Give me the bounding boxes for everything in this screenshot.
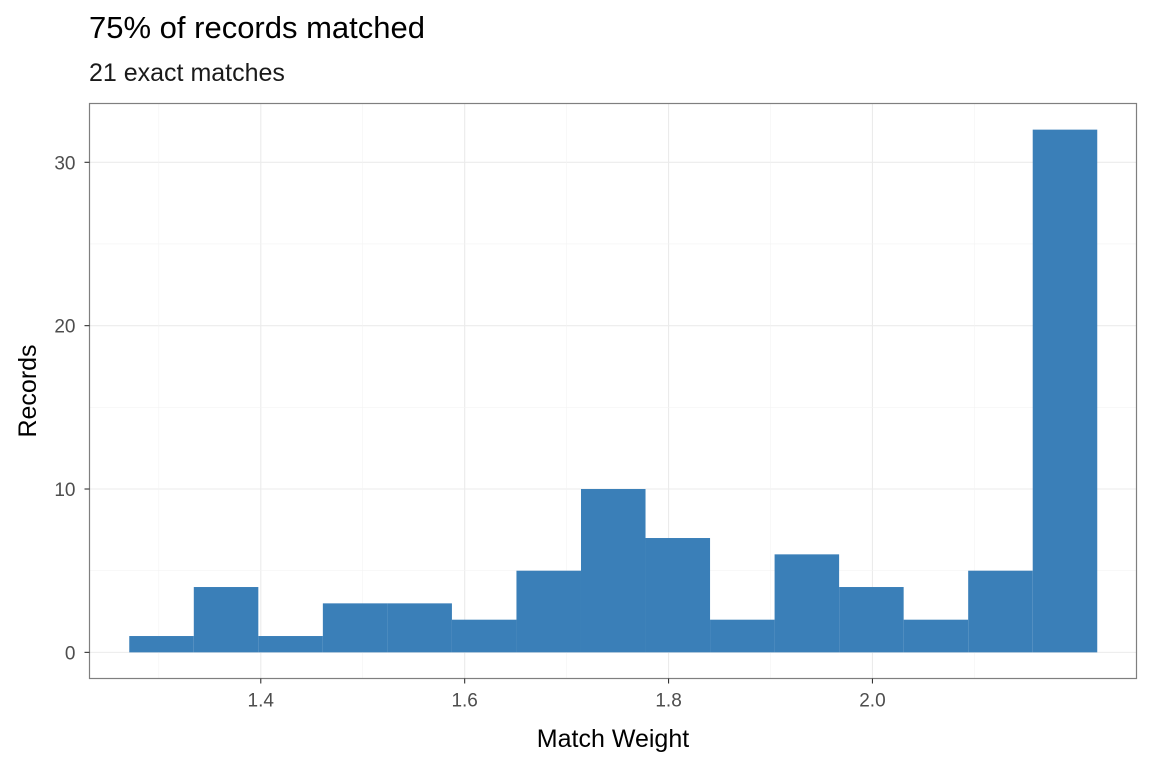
y-tick-label: 10 — [54, 480, 75, 501]
panel-border — [88, 102, 1138, 680]
grid — [89, 103, 1137, 679]
chart-subtitle: 21 exact matches — [89, 59, 285, 87]
histogram-bar — [968, 570, 1033, 653]
histogram-bar — [1032, 129, 1098, 653]
y-tick-label: 20 — [54, 317, 75, 338]
histogram-bar — [839, 587, 904, 653]
x-tick-label: 2.0 — [859, 691, 885, 712]
histogram-bar — [322, 603, 388, 653]
histogram-bar — [645, 538, 711, 653]
histogram-bar — [903, 619, 969, 653]
histogram-bar — [387, 603, 452, 653]
x-tick-label: 1.8 — [655, 691, 681, 712]
histogram-bar — [516, 570, 581, 653]
chart-title: 75% of records matched — [89, 10, 426, 45]
histogram-bar — [710, 619, 775, 653]
histogram-bar — [129, 636, 194, 653]
y-tick-label: 0 — [65, 643, 76, 664]
y-tick-label: 30 — [54, 153, 75, 174]
histogram-bar — [451, 619, 517, 653]
x-axis-title: Match Weight — [537, 725, 689, 753]
histogram-bar — [580, 489, 646, 653]
histogram-bar — [258, 636, 323, 653]
histogram-bar — [193, 587, 259, 653]
histogram-bar — [774, 554, 840, 653]
axis-ticks: 1.4 1.6 1.8 2.0 0 10 20 30 — [54, 153, 885, 711]
x-tick-label: 1.6 — [451, 691, 477, 712]
x-tick-label: 1.4 — [248, 691, 275, 712]
y-axis-title: Records — [14, 344, 42, 437]
bars — [129, 129, 1098, 653]
